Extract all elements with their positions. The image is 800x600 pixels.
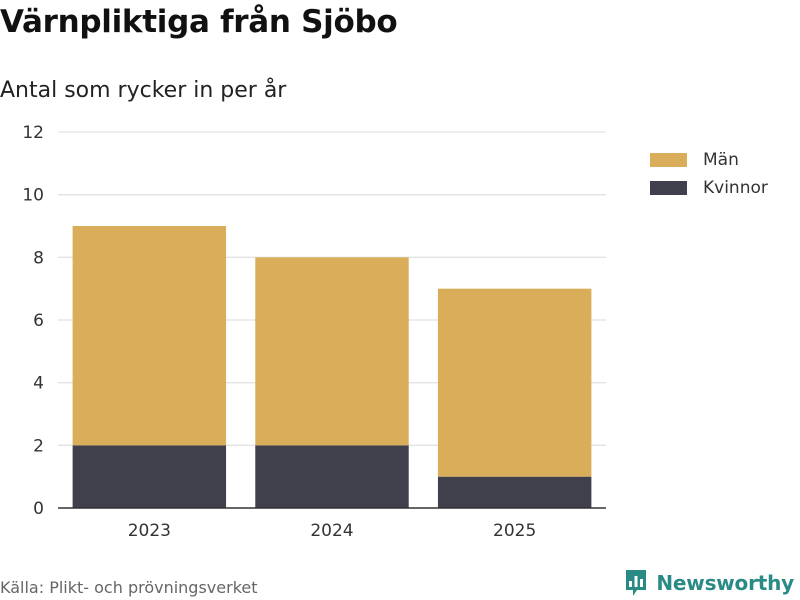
legend-label-kvinnor: Kvinnor bbox=[703, 178, 768, 198]
brand-name: Newsworthy bbox=[656, 571, 794, 595]
bars bbox=[72, 226, 592, 508]
bar-kvinnor-2025[interactable] bbox=[437, 476, 592, 508]
y-tick-label-8: 8 bbox=[33, 248, 44, 268]
brand-logo[interactable]: Newsworthy bbox=[624, 568, 794, 598]
x-tick-label-2023: 2023 bbox=[128, 521, 171, 541]
axes: 0 2 4 6 8 10 12 2023 2024 2025 bbox=[22, 123, 606, 541]
legend-item-man[interactable]: Män bbox=[650, 146, 768, 174]
legend-label-man: Män bbox=[703, 150, 739, 170]
chart-title: Värnpliktiga från Sjöbo bbox=[0, 4, 398, 40]
stacked-bar-chart: 0 2 4 6 8 10 12 2023 2024 2025 bbox=[22, 123, 606, 541]
legend: Män Kvinnor bbox=[650, 146, 768, 202]
x-tick-label-2024: 2024 bbox=[310, 521, 353, 541]
y-tick-label-10: 10 bbox=[22, 186, 44, 206]
chart-subtitle: Antal som rycker in per år bbox=[0, 78, 287, 103]
bar-mn-2023[interactable] bbox=[72, 226, 227, 446]
legend-swatch-kvinnor bbox=[650, 181, 687, 195]
bar-mn-2024[interactable] bbox=[255, 257, 409, 446]
bar-kvinnor-2024[interactable] bbox=[255, 445, 409, 508]
y-tick-label-12: 12 bbox=[22, 123, 44, 143]
x-tick-label-2025: 2025 bbox=[493, 521, 536, 541]
legend-swatch-man bbox=[650, 153, 687, 167]
bar-mn-2025[interactable] bbox=[437, 288, 592, 477]
y-tick-label-0: 0 bbox=[33, 499, 44, 519]
y-tick-label-4: 4 bbox=[33, 374, 44, 394]
y-tick-label-2: 2 bbox=[33, 436, 44, 456]
legend-item-kvinnor[interactable]: Kvinnor bbox=[650, 174, 768, 202]
bar-kvinnor-2023[interactable] bbox=[72, 445, 227, 508]
source-note: Källa: Plikt- och prövningsverket bbox=[0, 578, 258, 597]
bar-chart-speech-bubble-icon bbox=[626, 570, 647, 596]
y-tick-label-6: 6 bbox=[33, 311, 44, 331]
